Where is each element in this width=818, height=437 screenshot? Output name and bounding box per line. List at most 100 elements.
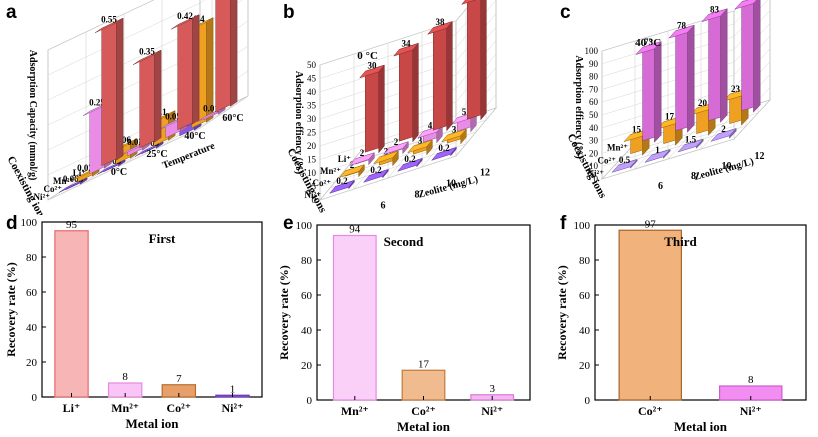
y-axis-label: Coexisting ions bbox=[5, 154, 49, 215]
z-tick-label: 35 bbox=[307, 101, 317, 111]
data-label: 3 bbox=[452, 124, 457, 134]
data-label: 2 bbox=[394, 137, 399, 147]
data-label: 0.005 bbox=[63, 174, 84, 184]
chart-b-3d-adsorption-efficiency-0c: 051015202530354045500.20.20.20.233325422… bbox=[285, 0, 497, 215]
bar-3-0 bbox=[328, 179, 356, 194]
z-tick-label: 30 bbox=[589, 136, 599, 146]
z-tick-label: 0 bbox=[312, 195, 317, 205]
bar-0-2 bbox=[701, 8, 728, 123]
x-tick-label: 40°C bbox=[184, 131, 205, 142]
bar-0 bbox=[54, 230, 89, 398]
grid-line bbox=[319, 107, 497, 201]
series-label: Co²⁺ bbox=[313, 178, 332, 188]
data-label: 0.55 bbox=[101, 15, 117, 25]
bar-0-1 bbox=[132, 49, 162, 149]
bar-0 bbox=[618, 229, 683, 401]
z-tick-label: 90 bbox=[589, 59, 599, 69]
z-tick-label: 70 bbox=[589, 84, 599, 94]
bar-3-1 bbox=[362, 168, 390, 183]
x-tick-label: Ni²⁺ bbox=[222, 401, 244, 415]
chart-title: First bbox=[149, 231, 176, 246]
bar-2-3 bbox=[440, 128, 468, 145]
z-tick-label: 25 bbox=[307, 128, 317, 138]
y-tick-label: 100 bbox=[574, 220, 591, 232]
y-tick-label: 0 bbox=[307, 395, 313, 407]
bar-3-2 bbox=[134, 141, 164, 157]
data-label: 5 bbox=[462, 107, 467, 117]
plot-frame bbox=[594, 224, 807, 401]
chart-title: 40 °C bbox=[635, 37, 661, 49]
data-label: 0.2 bbox=[370, 165, 382, 175]
y-tick-label: 100 bbox=[21, 217, 38, 229]
bar-0-0 bbox=[635, 40, 662, 143]
data-label: 97 bbox=[645, 218, 657, 230]
z-tick-label: 10 bbox=[589, 161, 599, 171]
panel-label-c: c bbox=[560, 2, 571, 23]
chart-title: Third bbox=[664, 234, 697, 249]
data-label: 0.02 bbox=[77, 163, 93, 173]
x-tick-label: Ni²⁺ bbox=[481, 404, 503, 418]
y-tick-label: 60 bbox=[579, 290, 591, 302]
x-tick-label: 6 bbox=[381, 201, 386, 212]
z-tick-label: 80 bbox=[589, 72, 599, 82]
chart-c-3d-adsorption-efficiency-40c: 0 10 20 30 40 50 60 70 80 90 100 2 1.5 1 0.5 23 20 17 15 85… bbox=[565, 0, 771, 201]
data-label: 2 bbox=[360, 148, 365, 158]
data-label: 15 bbox=[632, 124, 642, 134]
data-label: 0.02 bbox=[127, 137, 143, 147]
panel-label-a: a bbox=[6, 2, 17, 23]
z-tick-label: 30 bbox=[307, 114, 317, 124]
series-label: Co²⁺ bbox=[598, 156, 617, 166]
x-tick-label: 6 bbox=[658, 181, 663, 192]
data-label: 0.2 bbox=[336, 176, 348, 186]
data-label: 20 bbox=[698, 98, 708, 108]
grid-line bbox=[47, 95, 249, 201]
y-tick-label: 0 bbox=[32, 392, 38, 404]
grid-line bbox=[329, 143, 467, 189]
data-label: 73 bbox=[644, 37, 654, 47]
x-tick-label: Li⁺ bbox=[63, 401, 81, 415]
bar-2-3 bbox=[710, 127, 737, 142]
y-axis-label: Recovery rate (%) bbox=[555, 265, 569, 360]
x-axis-label: Metal ion bbox=[397, 419, 451, 434]
data-label: 2 bbox=[350, 160, 355, 170]
bar-0-2 bbox=[170, 14, 200, 131]
grid-line bbox=[601, 99, 771, 180]
y-tick-label: 60 bbox=[26, 287, 38, 299]
x-tick-label: Mn²⁺ bbox=[111, 401, 139, 415]
grid-line bbox=[47, 0, 205, 76]
data-label: 0.35 bbox=[139, 47, 155, 57]
y-axis-label: Recovery rate (%) bbox=[277, 265, 291, 360]
data-label: 85 bbox=[743, 0, 753, 2]
bar-0-3 bbox=[734, 0, 761, 113]
z-tick-label: 40 bbox=[589, 123, 599, 133]
x-tick-label: 10 bbox=[446, 179, 456, 190]
y-tick-label: 20 bbox=[301, 360, 313, 372]
plot-frame bbox=[41, 221, 263, 398]
data-label: 0.25 bbox=[89, 98, 105, 108]
bar-0-0 bbox=[94, 17, 124, 167]
y-tick-label: 20 bbox=[579, 360, 591, 372]
chart-title: Second bbox=[384, 234, 425, 249]
bar-1-0 bbox=[348, 152, 376, 167]
grid-line bbox=[47, 0, 155, 51]
x-axis-label: Metal ion bbox=[674, 419, 728, 434]
z-tick-label: 45 bbox=[307, 74, 317, 84]
chart-e-recovery-second: 0 20 40 60 80 100 94 Mn²⁺ 17 Co²⁺ 3 Ni²⁺ Second Metal… bbox=[277, 220, 531, 434]
y-tick-label: 40 bbox=[301, 325, 313, 337]
x-axis-label: Temperature bbox=[161, 140, 217, 171]
chart-title: 0 °C bbox=[357, 50, 378, 62]
data-label: 1.5 bbox=[685, 135, 697, 145]
series-label: Mn²⁺ bbox=[320, 166, 341, 176]
y-tick-label: 80 bbox=[26, 252, 38, 264]
x-tick-label: 25°C bbox=[146, 149, 167, 160]
data-label: 8 bbox=[122, 371, 128, 383]
z-tick-label: 15 bbox=[307, 155, 317, 165]
x-tick-label: 12 bbox=[480, 168, 490, 179]
y-tick-label: 40 bbox=[26, 322, 38, 334]
panel-label-d: d bbox=[6, 213, 18, 234]
y-axis-label: Recovery rate (%) bbox=[4, 262, 18, 357]
bar-3-2 bbox=[396, 157, 424, 172]
bar-0-2 bbox=[426, 20, 454, 132]
bar-0-1 bbox=[668, 24, 695, 133]
data-label: 4 bbox=[428, 121, 433, 131]
